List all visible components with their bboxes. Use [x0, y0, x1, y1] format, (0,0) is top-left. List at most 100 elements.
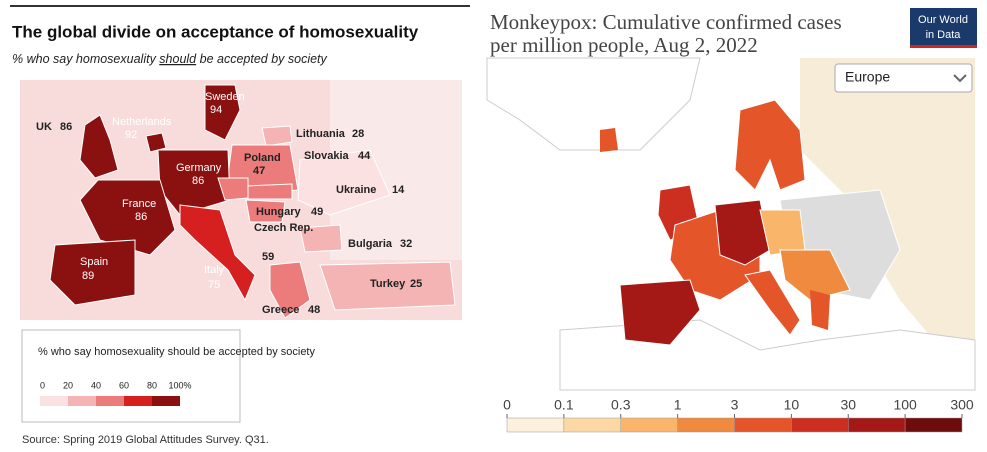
- country-value: 14: [392, 184, 405, 196]
- legend-tick-label: 0.1: [554, 397, 574, 413]
- country-value: 86: [192, 175, 204, 187]
- country-shape: [217, 177, 249, 201]
- legend-tick-label: 80: [147, 380, 157, 390]
- country-name: Spain: [80, 256, 108, 268]
- country-name: Germany: [176, 162, 222, 174]
- country-shape: [145, 132, 167, 153]
- legend-title: % who say homosexuality should be accept…: [38, 346, 315, 358]
- legend-segment: [677, 417, 735, 433]
- country-name: Slovakia: [304, 150, 350, 162]
- dropdown-caret[interactable]: [953, 74, 967, 83]
- country-value: 75: [208, 279, 220, 291]
- legend-tick-label: 100: [893, 397, 917, 413]
- country-name: France: [122, 198, 156, 210]
- country-name: Ukraine: [336, 184, 376, 196]
- country-value: 25: [410, 278, 422, 290]
- legend-tick-label: 0: [503, 397, 511, 413]
- country-name: Lithuania: [296, 128, 346, 140]
- country: [714, 199, 771, 266]
- logo-text: in Data: [926, 29, 962, 41]
- country-value: 28: [352, 128, 364, 140]
- country-value: 92: [125, 129, 137, 141]
- country-value: 49: [311, 206, 323, 218]
- legend-segment: [734, 417, 792, 433]
- country: [744, 269, 801, 336]
- country-shape: [179, 204, 256, 302]
- country-name: Poland: [244, 152, 281, 164]
- legend-tick-label: 0.3: [611, 397, 631, 413]
- country-value: 47: [253, 165, 265, 177]
- country: [619, 279, 701, 346]
- legend-tick-label: 40: [91, 380, 101, 390]
- country-name: Netherlands: [112, 116, 172, 128]
- country-value: 94: [210, 104, 222, 116]
- country-shape: [299, 224, 343, 253]
- country-value: 59: [262, 251, 274, 263]
- legend-segment: [848, 417, 906, 433]
- logo-text: Our World: [918, 14, 968, 26]
- legend-segment: [620, 417, 678, 433]
- country-shape: [245, 199, 286, 223]
- legend-swatch: [96, 396, 124, 406]
- country-value: 86: [60, 121, 72, 133]
- left-subtitle: % who say homosexuality should be accept…: [12, 52, 328, 66]
- legend-swatch: [68, 396, 96, 406]
- country-name: Bulgaria: [348, 238, 393, 250]
- country-name: Turkey: [370, 278, 406, 290]
- right-map: [486, 57, 976, 391]
- right-title: Monkeypox: Cumulative confirmed cases: [490, 10, 842, 34]
- country-name: Hungary: [256, 206, 302, 218]
- country-name: UK: [36, 121, 52, 133]
- logo-bar: [910, 45, 977, 48]
- legend-tick-label: 0: [40, 380, 45, 390]
- country: [810, 290, 830, 330]
- country-shape: [49, 239, 136, 306]
- country-name: Italy: [204, 264, 225, 276]
- legend-swatch: [124, 396, 152, 406]
- country-shape: [204, 84, 241, 141]
- country-shape: [79, 114, 119, 179]
- country-value: 89: [82, 270, 94, 282]
- legend-swatch: [152, 396, 180, 406]
- left-legend: 0 20 40 60 80 100%: [40, 380, 192, 406]
- legend-title: % who say homosexuality should be accept…: [38, 346, 315, 358]
- legend-tick-label: 1: [674, 397, 682, 413]
- source: Source: Spring 2019 Global Attitudes Sur…: [22, 434, 269, 446]
- country-shape: [297, 149, 391, 216]
- left-title: The global divide on acceptance of homos…: [12, 22, 419, 41]
- country-shape: [261, 125, 293, 147]
- right-legend: 0 0.1 0.3 1 3 10 30 100 300: [503, 397, 974, 433]
- legend-segment: [791, 417, 849, 433]
- country-shape: [245, 183, 293, 200]
- region-dropdown[interactable]: [834, 63, 973, 93]
- country-value: 48: [308, 304, 320, 316]
- legend-tick-label: 300: [950, 397, 974, 413]
- country: [734, 99, 806, 191]
- country: [600, 128, 618, 152]
- legend-tick-label: 3: [731, 397, 739, 413]
- legend-tick-label: 60: [119, 380, 129, 390]
- country-shape: [79, 179, 176, 256]
- country-value: 86: [135, 211, 147, 223]
- legend-swatch: [40, 396, 68, 406]
- country-value: 32: [400, 238, 412, 250]
- legend-tick-label: 20: [63, 380, 73, 390]
- country-name: Sweden: [205, 91, 245, 103]
- country-shape: [319, 261, 456, 311]
- legend-tick-label: 10: [784, 397, 800, 413]
- logo: [910, 8, 977, 48]
- legend-box: [21, 329, 241, 423]
- country-name: Greece: [262, 304, 299, 316]
- legend-segment: [904, 417, 963, 433]
- right-title: per million people, Aug 2, 2022: [490, 33, 758, 57]
- legend-segment: [506, 417, 565, 433]
- legend-tick-label: 100%: [168, 380, 191, 390]
- country-shape: [269, 261, 311, 319]
- country-value: 44: [358, 150, 371, 162]
- legend-tick-label: 30: [840, 397, 856, 413]
- region-dropdown-label[interactable]: Europe: [845, 69, 890, 85]
- legend-segment: [563, 417, 621, 433]
- country-name: Czech Rep.: [254, 222, 313, 234]
